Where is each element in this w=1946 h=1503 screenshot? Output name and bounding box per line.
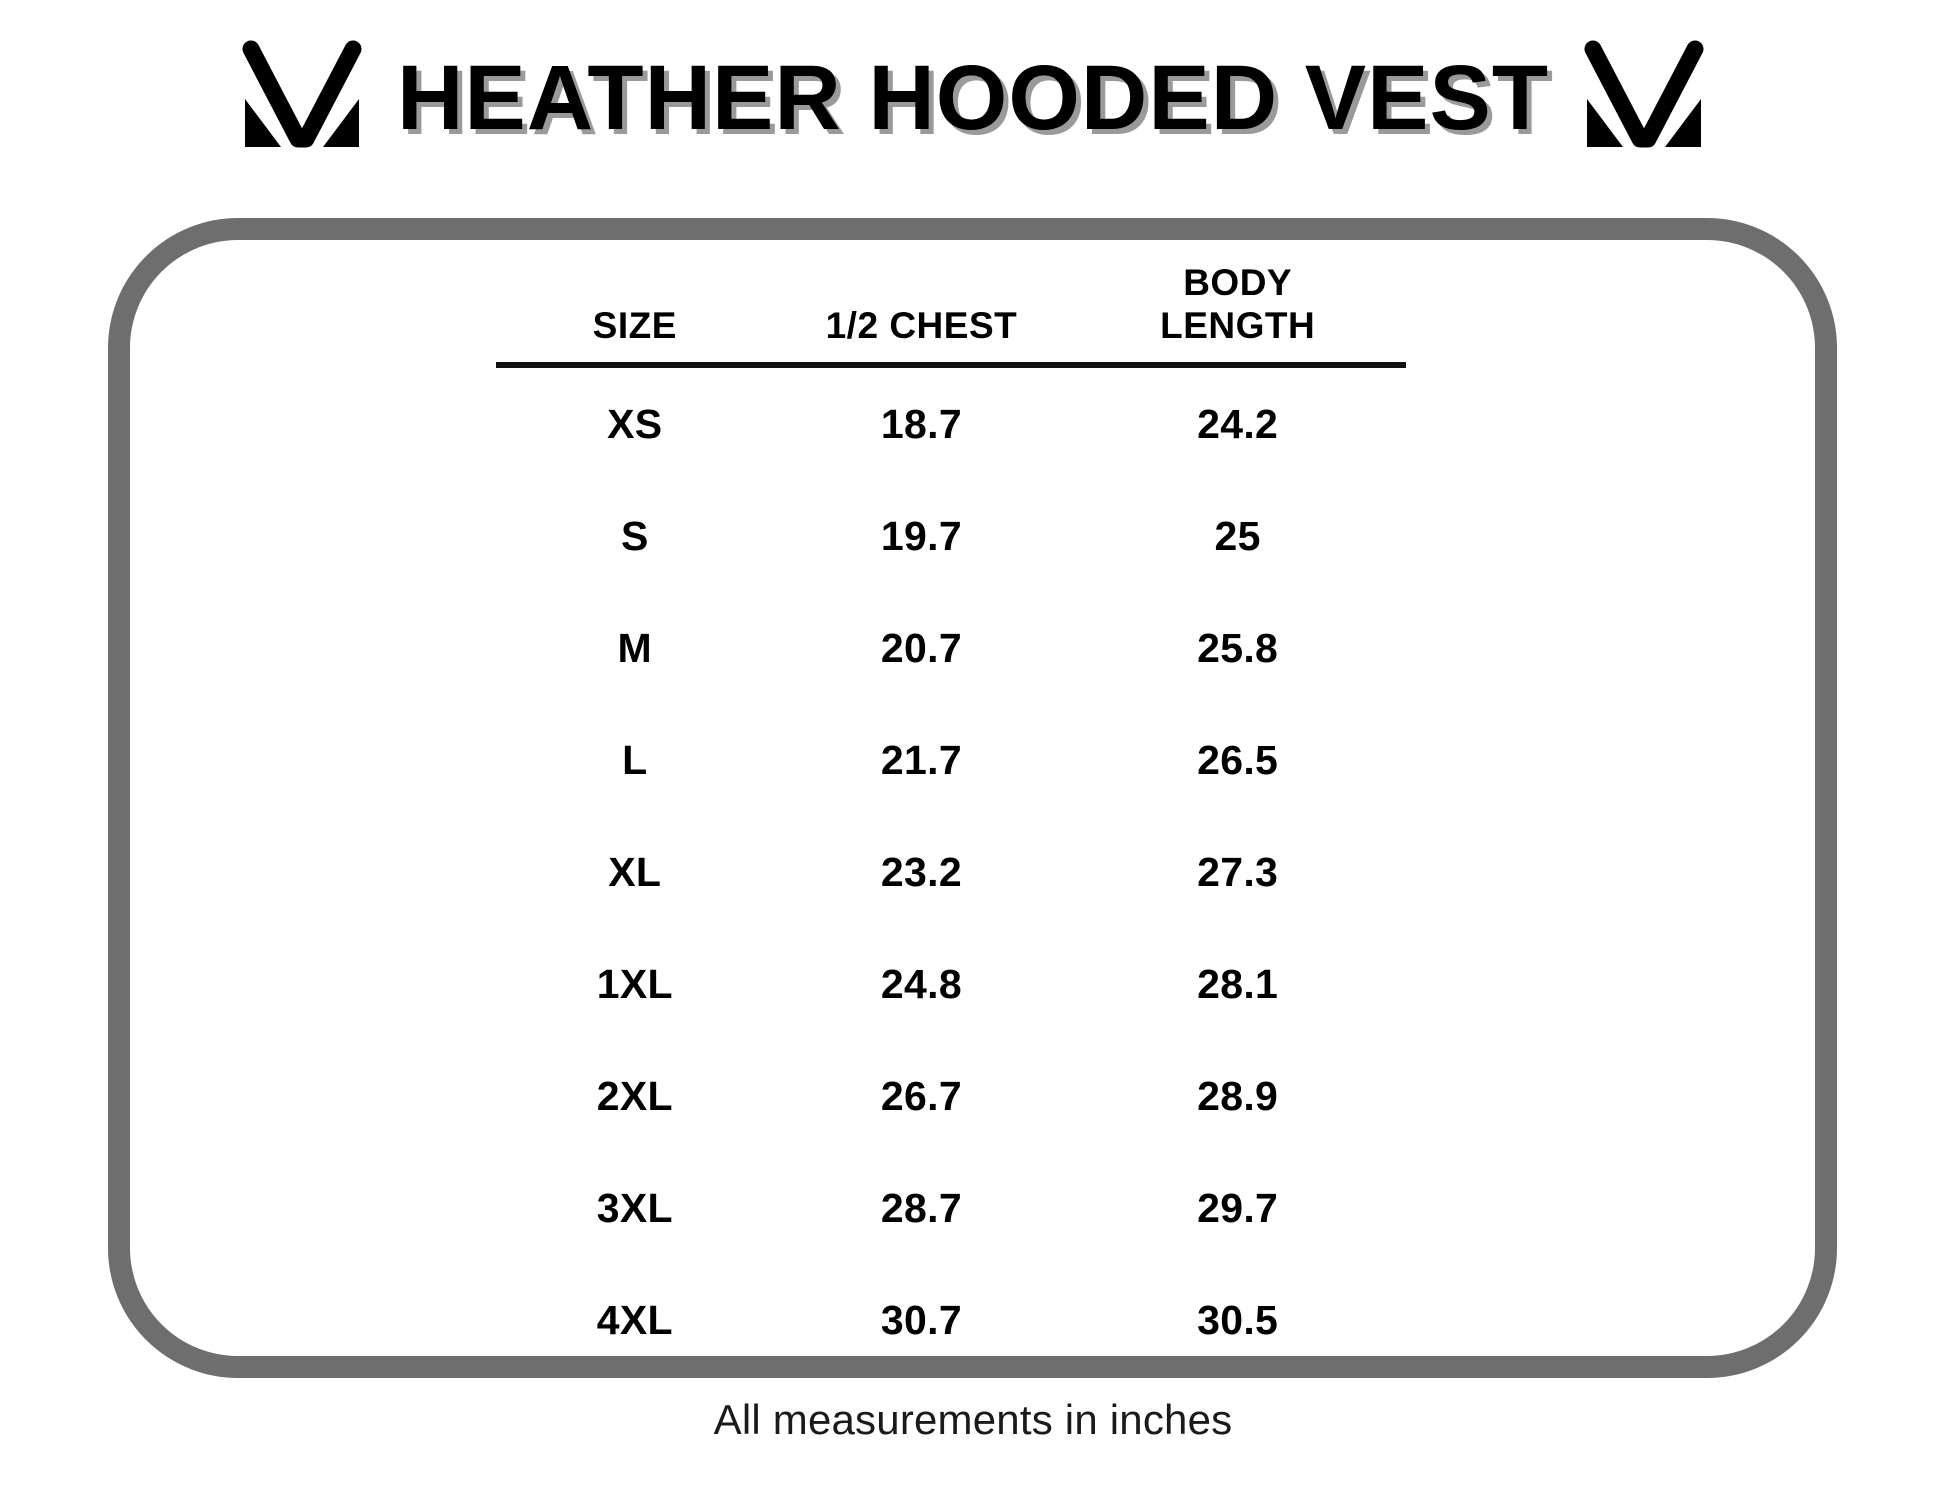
table-row: 2XL 26.7 28.9 [496, 1040, 1406, 1152]
cell-chest: 30.7 [880, 1296, 962, 1343]
cell-length: 30.5 [1197, 1296, 1279, 1343]
brand-logo-left-icon [242, 40, 362, 148]
cell-chest: 28.7 [880, 1184, 962, 1231]
table-row: XS 18.7 24.2 [496, 365, 1406, 480]
column-header-body-length: BODY LENGTH [1069, 248, 1406, 368]
cell-chest: 24.8 [880, 960, 962, 1007]
cell-size: XS [607, 400, 663, 447]
page-header: HEATHER HOODED VEST [0, 28, 1946, 168]
cell-length: 25 [1214, 512, 1261, 559]
page-title: HEATHER HOODED VEST [396, 47, 1550, 149]
cell-chest: 19.7 [880, 512, 962, 559]
brand-logo-right-icon [1584, 40, 1704, 148]
size-chart-frame [108, 218, 1837, 1378]
column-header-chest: 1/2 CHEST [773, 248, 1070, 368]
table-row: S 19.7 25 [496, 480, 1406, 592]
cell-size: S [620, 512, 649, 559]
cell-chest: 26.7 [880, 1072, 962, 1119]
cell-chest: 20.7 [880, 624, 962, 671]
cell-size: 2XL [596, 1072, 673, 1119]
cell-length: 24.2 [1197, 400, 1279, 447]
cell-length: 28.9 [1197, 1072, 1279, 1119]
column-header-body-length-line1: BODY [1183, 261, 1293, 303]
table-header-row: SIZE 1/2 CHEST BODY LENGTH [496, 248, 1406, 368]
cell-length: 27.3 [1197, 848, 1279, 895]
table-row: M 20.7 25.8 [496, 592, 1406, 704]
table-header: SIZE 1/2 CHEST BODY LENGTH [496, 248, 1406, 368]
cell-length: 26.5 [1197, 736, 1279, 783]
cell-length: 29.7 [1197, 1184, 1279, 1231]
cell-size: L [622, 736, 648, 783]
cell-length: 25.8 [1197, 624, 1279, 671]
measurement-units-note: All measurements in inches [713, 1396, 1233, 1443]
table-row: L 21.7 26.5 [496, 704, 1406, 816]
column-header-body-length-line2: LENGTH [1160, 305, 1316, 347]
table-body: XS 18.7 24.2 S 19.7 25 M 20.7 25.8 L 21.… [496, 365, 1406, 1376]
table-row: XL 23.2 27.3 [496, 816, 1406, 928]
cell-chest: 18.7 [880, 400, 962, 447]
cell-size: M [617, 624, 652, 671]
cell-size: 4XL [596, 1296, 673, 1343]
column-header-size: SIZE [496, 248, 774, 368]
cell-size: 1XL [596, 960, 673, 1007]
table-row: 4XL 30.7 30.5 [496, 1264, 1406, 1376]
cell-size: XL [608, 848, 662, 895]
cell-chest: 21.7 [880, 736, 962, 783]
table-row: 3XL 28.7 29.7 [496, 1152, 1406, 1264]
cell-length: 28.1 [1197, 960, 1279, 1007]
size-chart-table: SIZE 1/2 CHEST BODY LENGTH XS 18.7 24.2 … [496, 248, 1406, 1376]
cell-size: 3XL [596, 1184, 673, 1231]
size-chart-table-wrapper: SIZE 1/2 CHEST BODY LENGTH XS 18.7 24.2 … [496, 248, 1406, 1376]
table-row: 1XL 24.8 28.1 [496, 928, 1406, 1040]
cell-chest: 23.2 [880, 848, 962, 895]
